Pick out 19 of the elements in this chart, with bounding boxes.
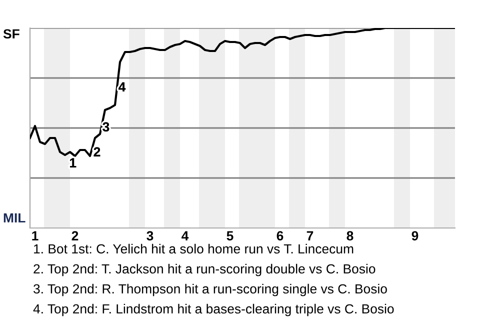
x-tick-label: 6	[276, 231, 284, 240]
text: 2. Top 2nd: T. Jackson hit a run-scoring double vs C. Bosio	[34, 264, 376, 276]
text: 1. Bot 1st: C. Yelich hit a solo home run vs T. Lincecum	[34, 244, 354, 254]
x-tick-label: 4	[182, 231, 189, 240]
annotation: 4	[118, 82, 126, 92]
x-tick-label: 2	[72, 231, 78, 240]
x-tick-label: 5	[226, 231, 234, 240]
x-tick-label: 3	[146, 231, 154, 240]
text: MIL	[4, 213, 26, 222]
annotation: 3	[102, 122, 110, 132]
text: 3. Top 2nd: R. Thompson hit a run-scoring single vs C. Bosio	[34, 284, 387, 296]
x-tick-label: 9	[412, 231, 418, 240]
x-tick-label: 8	[346, 231, 354, 240]
text: SF	[3, 29, 20, 39]
x-tick-label: 1	[32, 231, 38, 240]
x-tick-label: 7	[306, 231, 314, 240]
annotation: 2	[94, 147, 100, 156]
text: 4. Top 2nd: F. Lindstrom hit a bases-clearing triple vs C. Bosio	[33, 304, 394, 316]
annotation: 1	[70, 158, 76, 168]
